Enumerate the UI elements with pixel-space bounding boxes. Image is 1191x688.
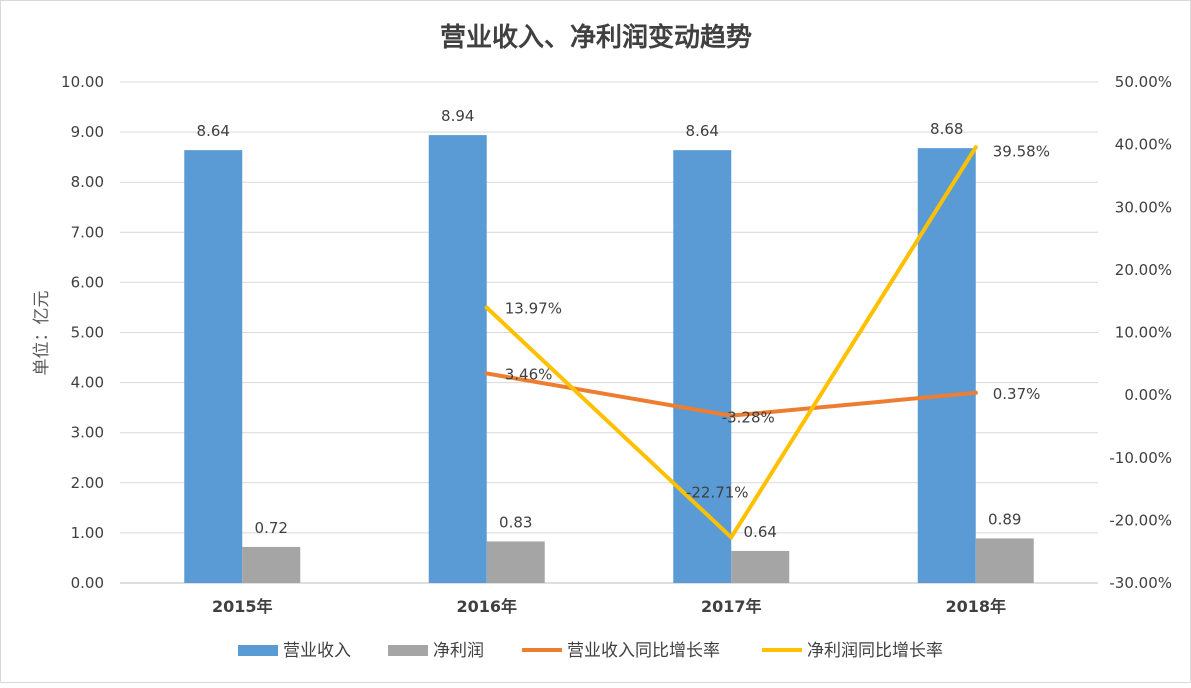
line-point bbox=[729, 413, 734, 418]
line-data-label: 3.46% bbox=[505, 365, 553, 383]
legend-label: 净利润同比增长率 bbox=[807, 641, 943, 661]
x-tick-label: 2015年 bbox=[212, 597, 273, 616]
bar-data-label: 0.83 bbox=[499, 513, 532, 531]
bar bbox=[486, 541, 545, 583]
y-tick-label: 8.00 bbox=[71, 173, 104, 191]
y-axis-left: 0.00 1.00 2.00 3.00 4.00 5.00 6.00 7.00 8.00 9.00… bbox=[61, 73, 104, 592]
bar bbox=[184, 150, 243, 584]
line-point bbox=[484, 371, 489, 376]
legend-swatch bbox=[388, 645, 428, 656]
x-tick-label: 2017年 bbox=[701, 597, 762, 616]
y2-tick-label: 10.00% bbox=[1115, 324, 1172, 342]
legend-label: 营业收入 bbox=[283, 641, 351, 661]
bar-data-label: 8.68 bbox=[930, 120, 963, 138]
y-tick-label: 0.00 bbox=[71, 574, 104, 592]
y-axis-right: -30.00% -20.00% -10.00% 0.00% 10.00% 20.00% 30… bbox=[1109, 73, 1172, 592]
legend: 营业收入 净利润 营业收入同比增长率 净利润同比增长率 bbox=[238, 641, 943, 661]
bar bbox=[428, 135, 487, 583]
y2-tick-label: 30.00% bbox=[1115, 198, 1172, 216]
y-tick-label: 9.00 bbox=[71, 123, 104, 141]
y-tick-label: 2.00 bbox=[71, 474, 104, 492]
y2-tick-label: -20.00% bbox=[1109, 511, 1172, 529]
bar-data-label: 8.64 bbox=[197, 122, 230, 140]
line-point bbox=[484, 305, 489, 310]
x-axis: 2015年 2016年 2017年 2018年 bbox=[212, 597, 1006, 616]
bar bbox=[673, 150, 732, 584]
line-data-label: -22.71% bbox=[686, 483, 749, 501]
line-data-label: -3.28% bbox=[722, 409, 775, 427]
bar-data-label: 0.64 bbox=[744, 523, 777, 541]
x-tick-label: 2016年 bbox=[456, 597, 517, 616]
x-tick-label: 2018年 bbox=[945, 597, 1006, 616]
chart-title: 营业收入、净利润变动趋势 bbox=[440, 22, 752, 53]
line-data-label: 39.58% bbox=[993, 142, 1050, 160]
y2-tick-label: 20.00% bbox=[1115, 261, 1172, 279]
y2-tick-label: -30.00% bbox=[1109, 574, 1172, 592]
legend-swatch bbox=[238, 645, 278, 656]
legend-label: 营业收入同比增长率 bbox=[567, 641, 720, 661]
bar bbox=[731, 550, 790, 583]
bar-data-label: 8.94 bbox=[441, 107, 474, 125]
bars bbox=[184, 135, 1034, 584]
bar-data-label: 0.89 bbox=[988, 510, 1021, 528]
lines bbox=[484, 145, 978, 540]
y2-tick-label: 50.00% bbox=[1115, 73, 1172, 91]
bar bbox=[975, 538, 1034, 583]
bar bbox=[242, 546, 301, 583]
line-point bbox=[973, 390, 978, 395]
bar bbox=[917, 148, 976, 583]
y-tick-label: 6.00 bbox=[71, 273, 104, 291]
bar-data-label: 0.72 bbox=[255, 519, 288, 537]
y2-tick-label: 0.00% bbox=[1124, 386, 1172, 404]
data-labels: 8.64 8.94 8.64 8.68 0.72 0.83 0.64 0.89 3.46% -3.… bbox=[197, 107, 1050, 541]
legend-label: 净利润 bbox=[433, 641, 484, 661]
line-data-label: 13.97% bbox=[505, 300, 562, 318]
y-tick-label: 5.00 bbox=[71, 324, 104, 342]
y2-tick-label: 40.00% bbox=[1115, 136, 1172, 154]
y-axis-label: 单位：亿元 bbox=[32, 291, 52, 376]
y-tick-label: 7.00 bbox=[71, 223, 104, 241]
y-tick-label: 3.00 bbox=[71, 424, 104, 442]
y-tick-label: 10.00 bbox=[61, 73, 104, 91]
line-point bbox=[729, 535, 734, 540]
bar-data-label: 8.64 bbox=[686, 122, 719, 140]
line-data-label: 0.37% bbox=[993, 385, 1041, 403]
y-tick-label: 4.00 bbox=[71, 374, 104, 392]
line-point bbox=[973, 145, 978, 150]
y-tick-label: 1.00 bbox=[71, 524, 104, 542]
y2-tick-label: -10.00% bbox=[1109, 449, 1172, 467]
